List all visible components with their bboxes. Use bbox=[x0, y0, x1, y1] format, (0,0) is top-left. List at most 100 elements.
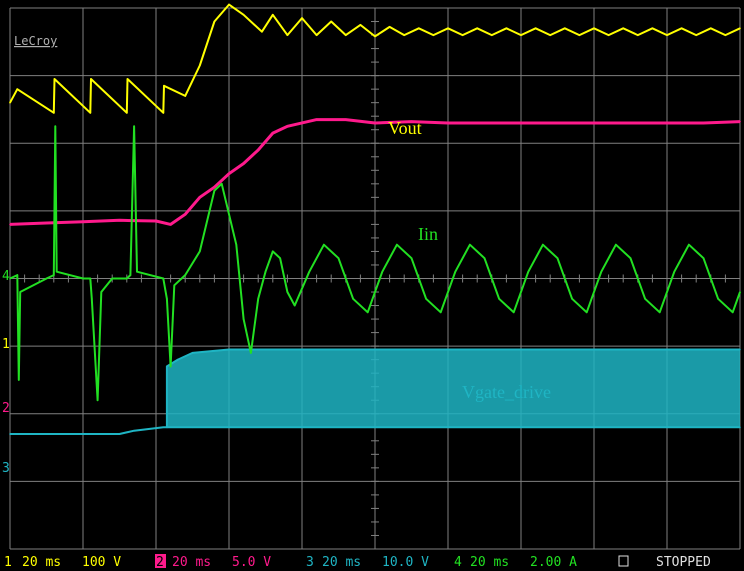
trace-point bbox=[91, 298, 93, 300]
trace-point bbox=[447, 426, 449, 429]
trace-point bbox=[129, 274, 132, 276]
trace-point bbox=[184, 274, 186, 276]
trace-point bbox=[629, 122, 632, 124]
brand-logo: LeCroy bbox=[14, 34, 57, 48]
trace-point bbox=[90, 78, 92, 80]
trace-point bbox=[739, 291, 741, 293]
trace-point bbox=[717, 298, 719, 300]
channel-2-readout: 2 20 ms 5.0 V bbox=[155, 554, 271, 570]
channel-3-number: 3 bbox=[306, 555, 314, 570]
waveform-traces bbox=[9, 3, 741, 435]
trace-point bbox=[651, 27, 654, 30]
trace-point bbox=[739, 120, 741, 123]
trace-point bbox=[169, 365, 172, 368]
trace-point bbox=[16, 274, 19, 276]
channel-marker-2: 2 bbox=[2, 401, 10, 416]
trace-point bbox=[505, 27, 508, 30]
trace-point bbox=[111, 277, 113, 280]
channel-marker-3: 3 bbox=[2, 461, 10, 476]
trace-point bbox=[308, 270, 311, 273]
trace-point bbox=[491, 34, 493, 36]
trace-point bbox=[55, 270, 58, 273]
trace-point bbox=[666, 426, 668, 429]
trace-point bbox=[257, 149, 260, 151]
trace-point bbox=[388, 26, 391, 28]
trace-point bbox=[279, 257, 281, 260]
trace-point bbox=[228, 426, 230, 429]
trace-point bbox=[607, 34, 610, 36]
trace-point bbox=[615, 243, 617, 246]
trace-point bbox=[126, 277, 128, 280]
trace-point bbox=[323, 243, 325, 246]
trace-point bbox=[199, 64, 201, 67]
trace-point bbox=[53, 78, 56, 80]
trace-point bbox=[695, 34, 697, 36]
trace-point bbox=[739, 348, 741, 351]
trace-point bbox=[549, 34, 551, 36]
trace-point bbox=[498, 298, 500, 300]
trace-point bbox=[593, 426, 595, 429]
channel-2-scale: 5.0 V bbox=[232, 555, 271, 570]
status-bar: 1 20 ms 100 V 2 20 ms 5.0 V 3 20 ms 10.0… bbox=[4, 554, 711, 570]
trace-point bbox=[82, 277, 84, 280]
trace-point bbox=[593, 348, 595, 351]
trace-point bbox=[286, 291, 289, 293]
trace-point bbox=[235, 243, 238, 246]
trace-point bbox=[564, 27, 566, 30]
trace-point bbox=[483, 122, 486, 124]
trace-point bbox=[425, 298, 427, 300]
trace-point bbox=[126, 112, 128, 114]
trace-point bbox=[454, 270, 457, 273]
trace-point bbox=[403, 34, 406, 36]
trace-point bbox=[177, 358, 179, 361]
trace-point bbox=[89, 112, 92, 114]
trace-point bbox=[286, 125, 289, 128]
trace-point bbox=[261, 30, 263, 33]
trace-point bbox=[366, 311, 369, 314]
trace-point bbox=[710, 27, 712, 30]
trace-vgate-drive bbox=[10, 348, 740, 435]
trace-point bbox=[556, 122, 559, 124]
trace-point bbox=[410, 120, 413, 123]
channel-4-timebase: 20 ms bbox=[470, 555, 509, 570]
trace-point bbox=[702, 122, 705, 124]
annotation-vout: Vout bbox=[388, 118, 422, 138]
trace-point bbox=[418, 27, 420, 30]
trace-point bbox=[724, 34, 727, 36]
trace-point bbox=[173, 284, 176, 287]
trace-point bbox=[184, 213, 186, 216]
channel-2-selected-box bbox=[155, 554, 166, 568]
trace-point bbox=[89, 277, 92, 280]
trace-point bbox=[286, 34, 289, 36]
channel-4-scale: 2.00 A bbox=[530, 555, 577, 570]
trace-point bbox=[228, 348, 230, 351]
trace-point bbox=[9, 433, 11, 435]
annotation-vgate-drive: Vgate_drive bbox=[462, 382, 551, 402]
trace-point bbox=[556, 257, 559, 260]
trace-point bbox=[337, 257, 340, 260]
trace-point bbox=[447, 27, 449, 30]
trace-green-trace bbox=[9, 125, 741, 402]
trace-point bbox=[469, 243, 471, 246]
trace-point bbox=[184, 95, 186, 97]
trace-point bbox=[301, 17, 303, 19]
channel-3-timebase: 20 ms bbox=[322, 555, 361, 570]
trace-point bbox=[96, 399, 99, 402]
trace-point bbox=[461, 34, 464, 36]
trace-point bbox=[18, 379, 20, 381]
channel-3-readout: 3 20 ms 10.0 V bbox=[306, 555, 429, 570]
trace-point bbox=[731, 311, 734, 314]
trace-point bbox=[520, 34, 522, 36]
trace-point bbox=[315, 34, 318, 36]
channel-marker-4: 4 bbox=[2, 269, 10, 284]
trace-point bbox=[637, 34, 639, 36]
trace-point bbox=[585, 311, 588, 314]
trace-point bbox=[162, 277, 165, 280]
trace-point bbox=[447, 122, 449, 124]
trace-point bbox=[593, 122, 595, 124]
trace-point bbox=[593, 27, 595, 30]
trace-point bbox=[520, 348, 522, 351]
trace-point bbox=[381, 270, 384, 273]
channel-2-timebase: 20 ms bbox=[172, 555, 211, 570]
